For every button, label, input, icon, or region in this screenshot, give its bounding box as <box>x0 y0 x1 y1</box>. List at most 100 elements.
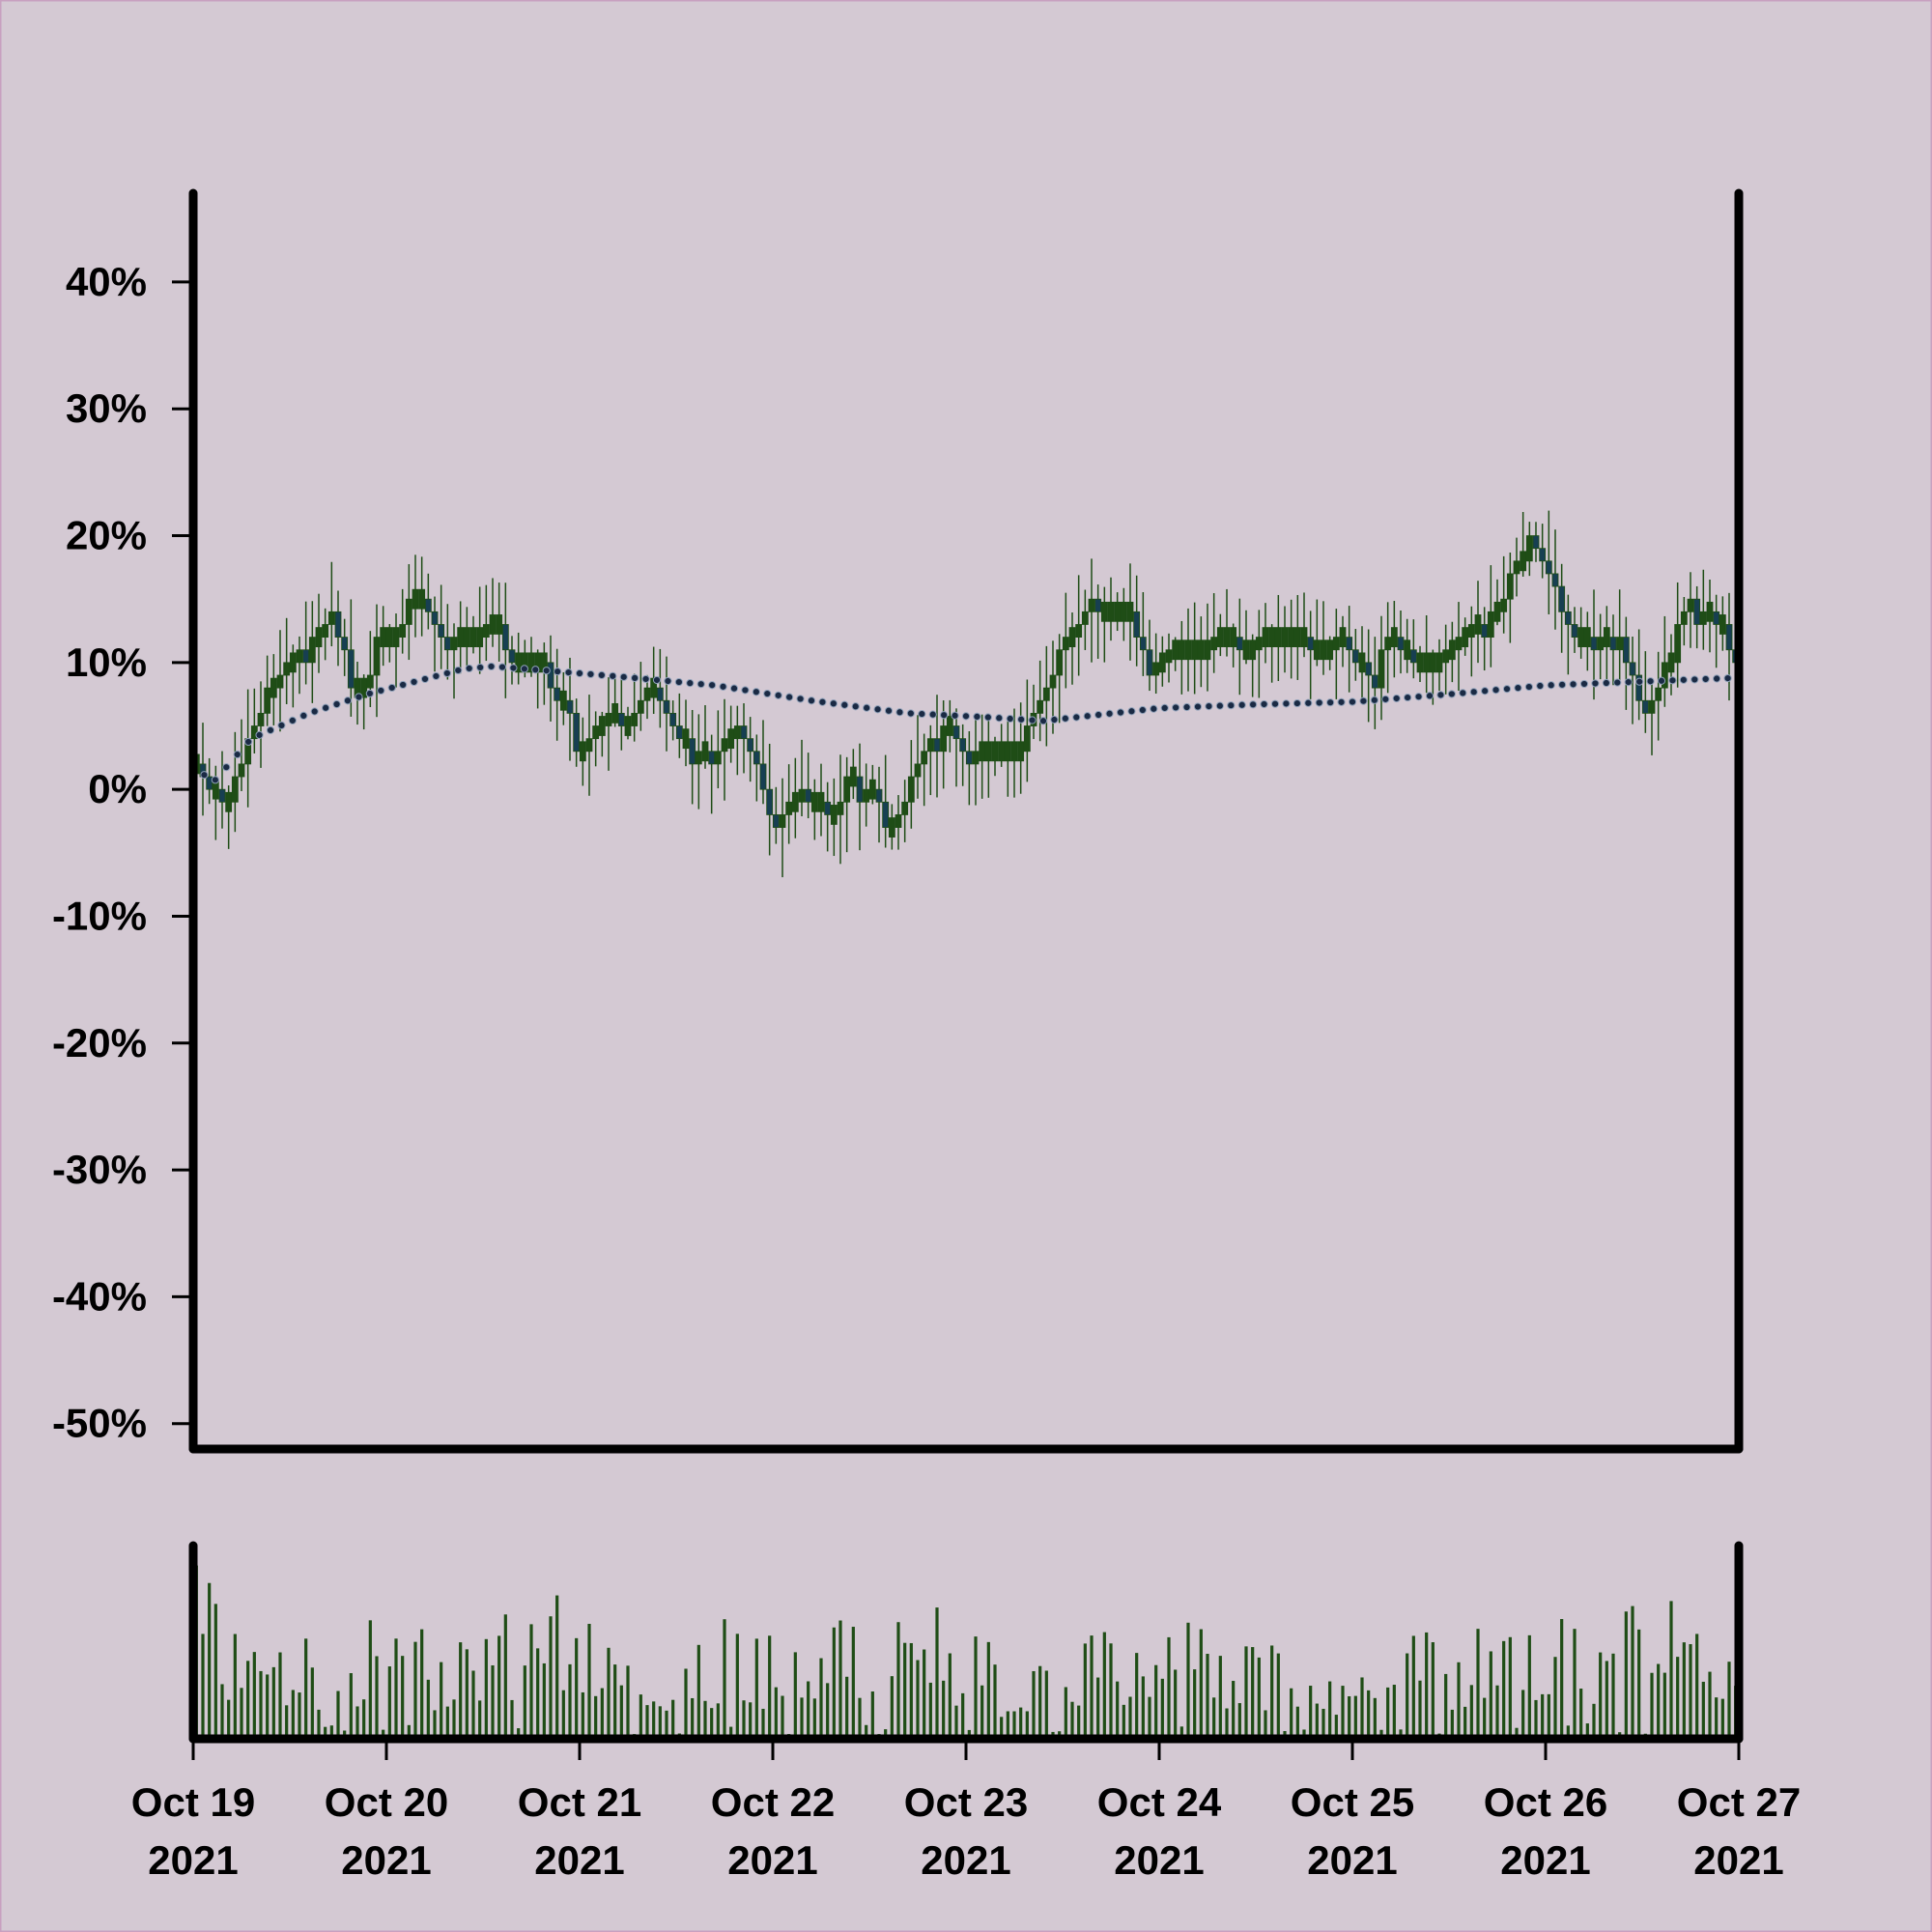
candle <box>431 596 439 672</box>
candle-body <box>1506 573 1514 600</box>
candle-body <box>418 588 426 610</box>
moving-average-point <box>597 670 606 679</box>
volume-bar <box>1295 1706 1299 1739</box>
candle-body <box>1500 598 1508 612</box>
moving-average-point <box>763 689 772 698</box>
moving-average-point <box>873 705 882 714</box>
volume-bar <box>967 1729 971 1739</box>
moving-average-point <box>928 710 937 719</box>
candle-body <box>772 814 780 828</box>
moving-average-point <box>1270 699 1280 708</box>
volume-bar <box>865 1724 868 1739</box>
moving-average-point <box>1514 684 1522 693</box>
moving-average-point <box>641 674 650 684</box>
candle <box>1300 592 1308 658</box>
volume-bar <box>1206 1654 1209 1739</box>
candle-body <box>1462 627 1469 647</box>
volume-bar <box>1373 1697 1377 1739</box>
moving-average-point <box>1558 680 1567 689</box>
candle <box>708 734 716 814</box>
candle <box>1539 524 1547 579</box>
candle-body <box>360 677 368 698</box>
candle-body <box>1655 687 1662 701</box>
candle-body <box>682 728 690 750</box>
volume-bar <box>1560 1619 1564 1739</box>
candle-body <box>547 662 554 689</box>
moving-average-point <box>200 771 209 780</box>
candle-body <box>482 624 490 638</box>
y-tick-label: -40% <box>52 1273 147 1319</box>
volume-bar <box>1090 1635 1094 1739</box>
moving-average-point <box>1172 703 1180 712</box>
candle <box>1249 634 1257 697</box>
moving-average-point <box>1237 700 1246 709</box>
candle-body <box>1107 601 1115 622</box>
volume-bar <box>1244 1646 1248 1739</box>
candle <box>656 648 664 728</box>
volume-bar <box>497 1635 501 1739</box>
candle-body <box>1667 652 1675 673</box>
candle <box>1351 629 1359 681</box>
candle-body <box>643 687 651 701</box>
candle <box>276 630 284 732</box>
candle <box>218 751 226 829</box>
volume-bar <box>201 1634 205 1739</box>
candle <box>1423 614 1431 694</box>
volume-bar <box>961 1692 965 1739</box>
candle <box>1346 606 1353 693</box>
volume-bar <box>1637 1629 1641 1739</box>
candle-body <box>276 674 284 689</box>
candle <box>424 573 432 630</box>
candle <box>405 564 412 661</box>
candle <box>1661 615 1668 707</box>
candle <box>1397 610 1405 674</box>
candle <box>1081 589 1089 650</box>
candle <box>1551 529 1559 630</box>
candle <box>1242 610 1250 665</box>
moving-average-point <box>895 708 904 717</box>
candle <box>785 764 793 844</box>
volume-bar <box>561 1690 565 1739</box>
candle-body <box>1481 624 1489 638</box>
x-tick-year-label: 2021 <box>1114 1837 1204 1883</box>
volume-bar <box>1585 1723 1589 1739</box>
candle <box>740 703 748 774</box>
volume-bar <box>1290 1688 1293 1739</box>
x-tick-year-label: 2021 <box>1500 1837 1590 1883</box>
candle <box>1629 637 1636 724</box>
candle <box>1004 721 1011 797</box>
candle <box>1462 617 1469 656</box>
candle-body <box>1293 627 1301 647</box>
candle <box>438 584 445 669</box>
candle-body <box>501 624 509 651</box>
moving-average-point <box>1701 674 1710 684</box>
candle-body <box>965 751 973 765</box>
volume-bar <box>858 1697 862 1739</box>
volume-bar <box>510 1699 514 1739</box>
candle <box>289 644 297 708</box>
volume-bar <box>387 1666 391 1739</box>
candle-body <box>1274 627 1282 647</box>
candle <box>283 617 291 704</box>
candle <box>907 740 915 829</box>
volume-bar <box>1116 1681 1120 1739</box>
candle-body <box>933 738 941 753</box>
volume-bar <box>1508 1636 1512 1739</box>
candle <box>1648 683 1656 755</box>
volume-bar <box>1521 1690 1525 1739</box>
candle-body <box>347 649 355 689</box>
volume-bar <box>1469 1685 1473 1739</box>
candle-body <box>592 725 600 740</box>
volume-bar <box>407 1724 411 1739</box>
moving-average-point <box>497 663 507 671</box>
candle <box>1042 645 1050 747</box>
candle-body <box>1049 674 1057 689</box>
volume-bar <box>1019 1707 1023 1739</box>
volume-bar <box>233 1634 237 1739</box>
candle <box>238 719 245 791</box>
candle <box>1719 596 1726 651</box>
candle-body <box>424 598 432 612</box>
moving-average-point <box>233 750 242 759</box>
candle-body <box>1455 637 1463 651</box>
